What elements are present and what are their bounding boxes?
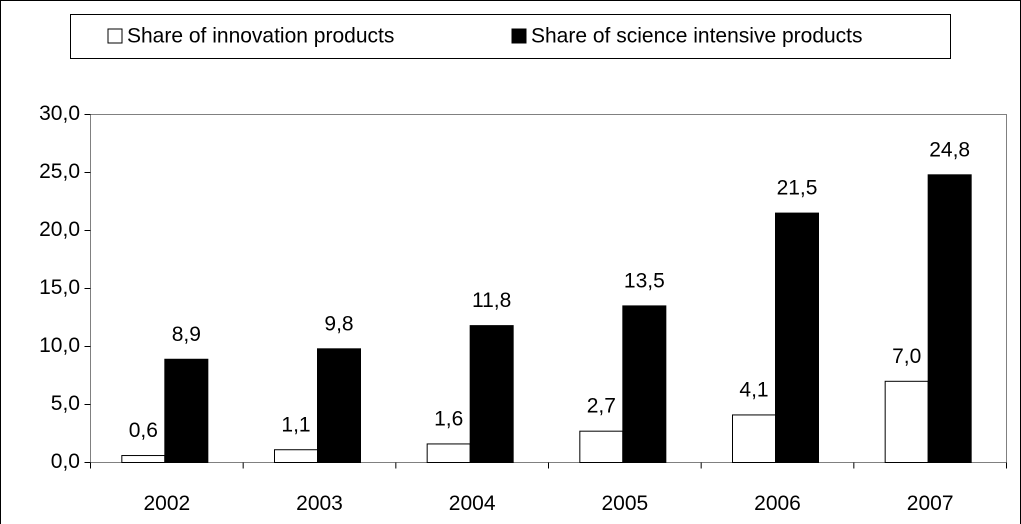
legend-label: Share of science intensive products — [531, 25, 863, 48]
bar — [426, 443, 471, 464]
bar — [274, 449, 318, 463]
legend-box — [70, 14, 951, 59]
value-label: 21,5 — [777, 177, 818, 200]
bar — [469, 325, 514, 463]
y-tick-label: 10,0 — [39, 334, 80, 357]
value-label: 11,8 — [472, 289, 511, 312]
y-tick-label: 0,0 — [51, 450, 80, 473]
legend-swatch — [511, 28, 527, 44]
x-tick-label: 2005 — [601, 492, 648, 515]
bar — [317, 348, 361, 464]
value-label: 24,8 — [929, 138, 970, 161]
bar — [884, 380, 929, 463]
bar — [775, 212, 819, 463]
bar — [927, 174, 972, 463]
bar — [164, 358, 209, 464]
value-label: 2,7 — [587, 395, 616, 418]
bar — [579, 430, 624, 463]
x-tick-label: 2006 — [754, 492, 801, 515]
value-label: 1,1 — [281, 413, 310, 436]
value-label: 13,5 — [624, 269, 665, 292]
y-tick-label: 15,0 — [39, 276, 80, 299]
bar — [732, 414, 776, 464]
y-tick-label: 20,0 — [39, 218, 80, 241]
x-tick-label: 2003 — [296, 492, 343, 515]
bar — [622, 305, 667, 463]
value-label: 0,6 — [129, 419, 158, 442]
value-label: 1,6 — [434, 407, 463, 430]
bar — [121, 455, 166, 464]
value-label: 4,1 — [739, 378, 768, 401]
x-tick-label: 2004 — [449, 492, 496, 515]
x-tick-label: 2002 — [143, 492, 190, 515]
value-label: 9,8 — [324, 312, 353, 335]
y-tick-label: 30,0 — [39, 102, 80, 125]
legend-label: Share of innovation products — [127, 25, 394, 48]
y-tick-label: 5,0 — [51, 392, 80, 415]
value-label: 8,9 — [172, 323, 201, 346]
value-label: 7,0 — [892, 345, 921, 368]
x-tick-label: 2007 — [907, 492, 954, 515]
y-tick-label: 25,0 — [39, 160, 80, 183]
legend-swatch — [107, 28, 123, 44]
